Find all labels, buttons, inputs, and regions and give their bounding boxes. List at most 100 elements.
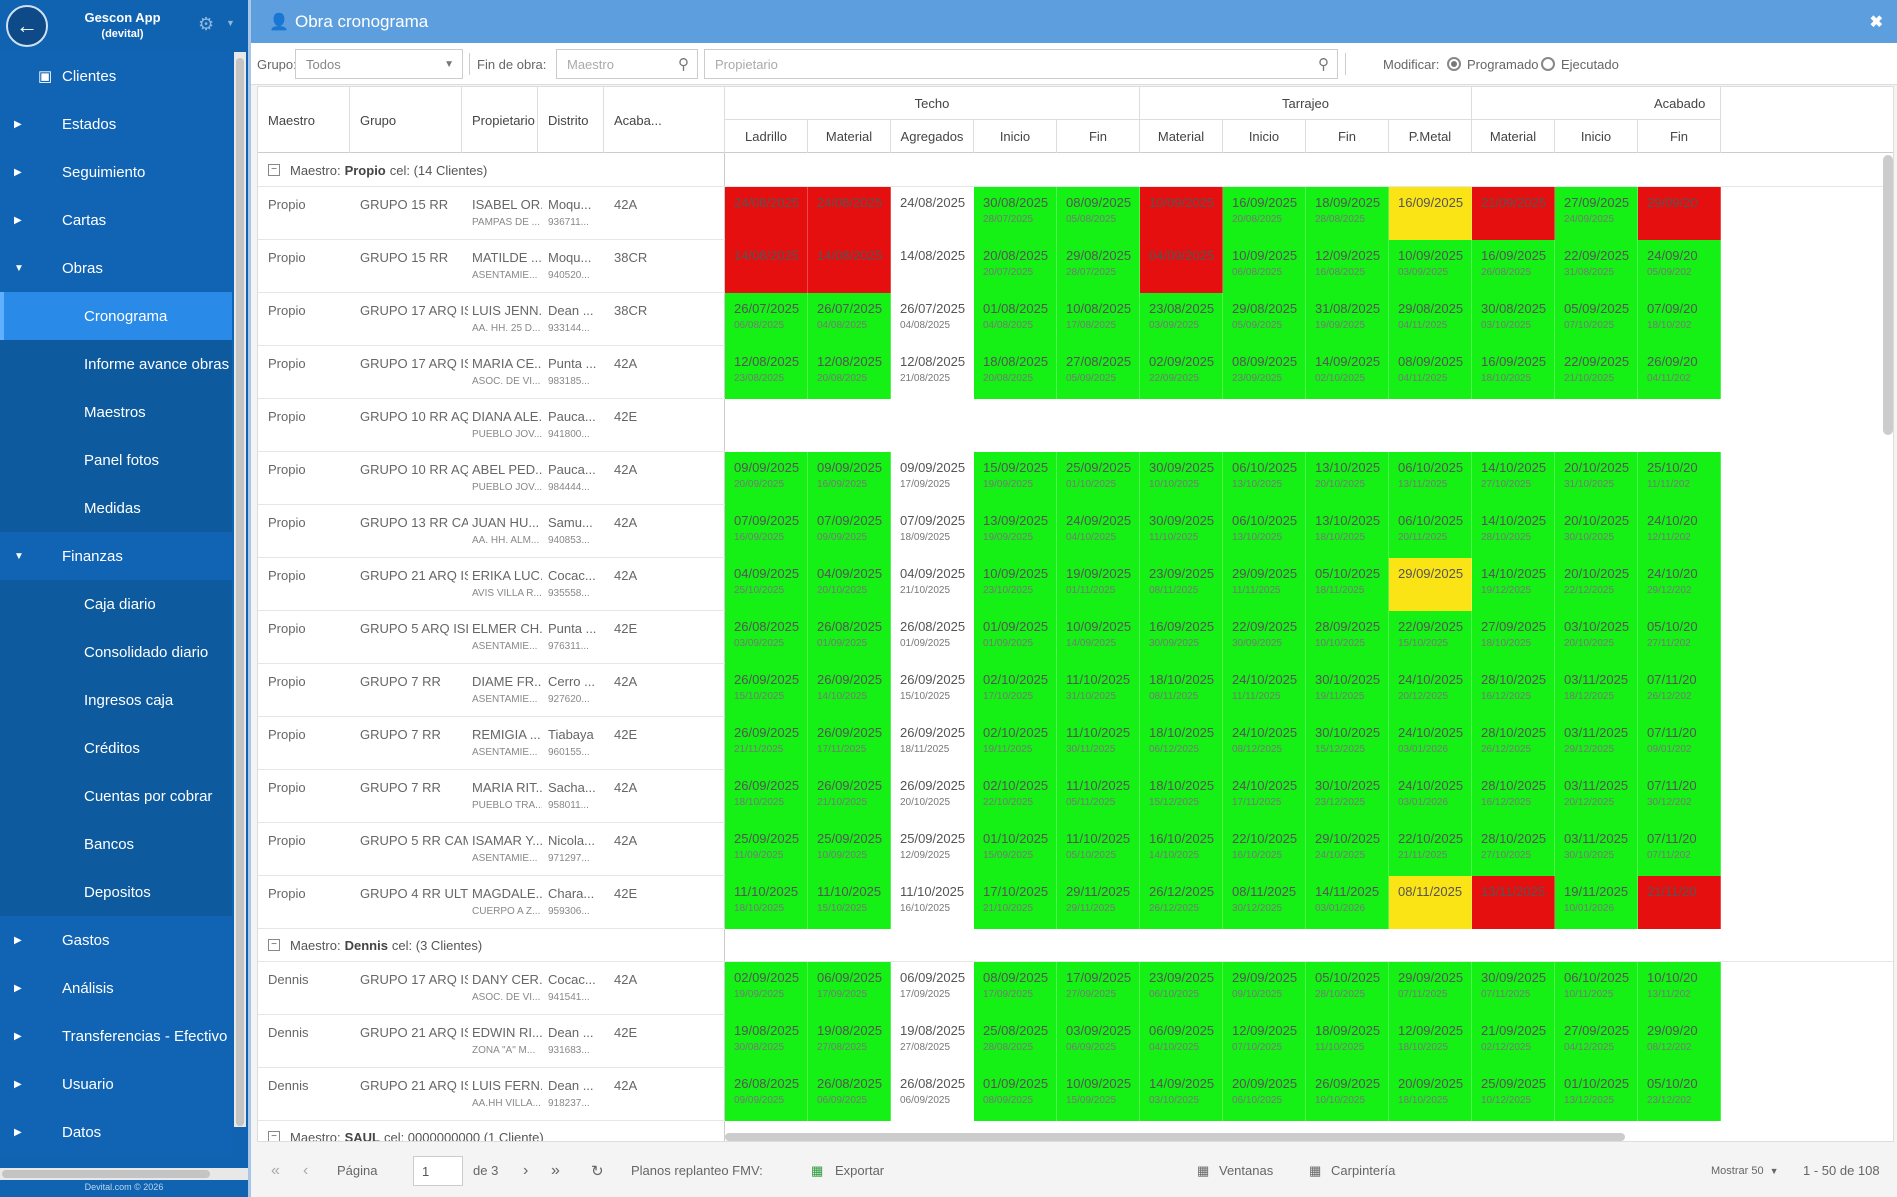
date-cell[interactable]: 03/11/2025 29/12/2025 [1555, 717, 1638, 770]
sidebar-item-gastos[interactable]: ▶ Gastos [0, 916, 232, 964]
date-cell[interactable]: 02/09/2025 19/09/2025 [725, 962, 808, 1015]
date-cell[interactable]: 05/09/2025 07/10/2025 [1555, 293, 1638, 346]
date-cell[interactable]: 29/08/2025 05/09/2025 [1223, 293, 1306, 346]
table-row[interactable]: Propio GRUPO 4 RR ULT MAGDALE... Chara... 42… [258, 876, 725, 929]
date-cell[interactable]: 24/10/2025 03/01/2026 [1389, 717, 1472, 770]
date-cell[interactable]: 24/10/2025 17/11/2025 [1223, 770, 1306, 823]
date-cell[interactable]: 12/09/2025 16/08/2025 [1306, 240, 1389, 293]
date-cell[interactable]: 10/08/2025 17/08/2025 [1057, 293, 1140, 346]
date-cell[interactable]: 13/10/2025 18/10/2025 [1306, 505, 1389, 558]
date-cell[interactable]: 10/09/2025 03/09/2025 [1389, 240, 1472, 293]
date-cell[interactable]: 13/10/2025 20/10/2025 [1306, 452, 1389, 505]
table-row[interactable]: Dennis GRUPO 17 ARQ ISL DANY CER... Cocac..… [258, 962, 725, 1015]
column-header[interactable]: Ladrillo [725, 120, 808, 153]
date-cell[interactable]: 10/09/2025 14/09/2025 [1057, 611, 1140, 664]
date-cell[interactable]: 26/09/20 04/11/202 [1638, 346, 1721, 399]
date-cell[interactable]: 30/10/2025 23/12/2025 [1306, 770, 1389, 823]
table-row[interactable]: Propio GRUPO 17 ARQ ISL MARIA CE... Punta .… [258, 346, 725, 399]
sidebar-item-informe-avance-obras[interactable]: Informe avance obras [0, 340, 232, 388]
date-cell[interactable]: 26/08/2025 01/09/2025 [891, 611, 974, 664]
exportar-button[interactable]: Exportar [835, 1163, 885, 1178]
date-cell[interactable]: 28/10/2025 26/12/2025 [1472, 717, 1555, 770]
date-cell[interactable]: 30/09/2025 11/10/2025 [1140, 505, 1223, 558]
search-icon[interactable]: ⚲ [1318, 56, 1329, 73]
date-cell[interactable]: 10/09/2025 15/09/2025 [1057, 1068, 1140, 1121]
date-cell[interactable]: 05/10/20 23/12/202 [1638, 1068, 1721, 1121]
gear-icon[interactable]: ⚙ [198, 14, 215, 34]
date-cell[interactable]: 21/09/2025 [1472, 187, 1555, 240]
first-page-icon[interactable]: « [271, 1161, 280, 1179]
date-cell[interactable]: 26/09/2025 10/10/2025 [1306, 1068, 1389, 1121]
date-cell[interactable]: 26/09/2025 18/11/2025 [891, 717, 974, 770]
date-cell[interactable]: 11/10/2025 31/10/2025 [1057, 664, 1140, 717]
date-cell[interactable]: 30/08/2025 03/10/2025 [1472, 293, 1555, 346]
date-cell[interactable]: 02/09/2025 22/09/2025 [1140, 346, 1223, 399]
date-cell[interactable]: 16/09/2025 30/09/2025 [1140, 611, 1223, 664]
table-row[interactable]: Propio GRUPO 5 RR CAM ISAMAR Y... Nicola...… [258, 823, 725, 876]
sidebar-item-panel-fotos[interactable]: Panel fotos [0, 436, 232, 484]
date-cell[interactable]: 18/09/2025 11/10/2025 [1306, 1015, 1389, 1068]
horizontal-scrollbar[interactable] [725, 1133, 1625, 1141]
sidebar-item-an-lisis[interactable]: ▶ Análisis [0, 964, 232, 1012]
collapse-icon[interactable]: − [268, 939, 280, 951]
date-cell[interactable]: 20/09/2025 06/10/2025 [1223, 1068, 1306, 1121]
date-cell[interactable]: 03/11/2025 18/12/2025 [1555, 664, 1638, 717]
date-cell[interactable]: 08/11/2025 30/12/2025 [1223, 876, 1306, 929]
search-icon[interactable]: ⚲ [678, 56, 689, 73]
date-cell[interactable]: 22/09/2025 30/09/2025 [1223, 611, 1306, 664]
sidebar-item-bancos[interactable]: Bancos [0, 820, 232, 868]
date-cell[interactable]: 24/10/2025 20/12/2025 [1389, 664, 1472, 717]
date-cell[interactable]: 25/09/2025 10/09/2025 [808, 823, 891, 876]
column-header[interactable]: Fin [1638, 120, 1721, 153]
date-cell[interactable]: 24/08/2025 [808, 187, 891, 240]
date-cell[interactable]: 11/10/2025 05/11/2025 [1057, 770, 1140, 823]
column-header[interactable]: Maestro [258, 87, 350, 153]
sidebar-item-ingresos-caja[interactable]: Ingresos caja [0, 676, 232, 724]
date-cell[interactable]: 29/08/2025 28/07/2025 [1057, 240, 1140, 293]
date-cell[interactable]: 18/10/2025 15/12/2025 [1140, 770, 1223, 823]
sidebar-item-cartas[interactable]: ▶ Cartas [0, 196, 232, 244]
sidebar-item-obras[interactable]: ▼ Obras [0, 244, 232, 292]
date-cell[interactable]: 01/09/2025 08/09/2025 [974, 1068, 1057, 1121]
back-button[interactable]: ← [6, 5, 48, 47]
date-cell[interactable]: 25/09/2025 01/10/2025 [1057, 452, 1140, 505]
date-cell[interactable]: 31/08/2025 19/09/2025 [1306, 293, 1389, 346]
date-cell[interactable]: 20/08/2025 20/07/2025 [974, 240, 1057, 293]
date-cell[interactable]: 19/11/2025 10/01/2026 [1555, 876, 1638, 929]
table-row[interactable]: Propio GRUPO 7 RR REMIGIA ... Tiabaya 42E ASE… [258, 717, 725, 770]
table-row[interactable]: Dennis GRUPO 21 ARQ ISL LUIS FERN... Dean .… [258, 1068, 725, 1121]
ejecutado-radio[interactable]: Ejecutado [1541, 43, 1619, 85]
date-cell[interactable]: 26/07/2025 04/08/2025 [891, 293, 974, 346]
column-header[interactable]: Acaba... [604, 87, 725, 153]
date-cell[interactable]: 26/08/2025 03/09/2025 [725, 611, 808, 664]
date-cell[interactable]: 26/09/2025 17/11/2025 [808, 717, 891, 770]
column-header[interactable]: Inicio [1555, 120, 1638, 153]
date-cell[interactable]: 19/08/2025 30/08/2025 [725, 1015, 808, 1068]
date-cell[interactable]: 03/10/2025 20/10/2025 [1555, 611, 1638, 664]
last-page-icon[interactable]: » [551, 1161, 560, 1179]
table-row[interactable]: Propio GRUPO 7 RR DIAME FR... Cerro ... 42A A… [258, 664, 725, 717]
date-cell[interactable]: 22/09/2025 21/10/2025 [1555, 346, 1638, 399]
date-cell[interactable]: 10/09/2025 23/10/2025 [974, 558, 1057, 611]
date-cell[interactable]: 08/09/2025 05/08/2025 [1057, 187, 1140, 240]
date-cell[interactable]: 25/09/2025 12/09/2025 [891, 823, 974, 876]
date-cell[interactable]: 16/09/2025 [1389, 187, 1472, 240]
date-cell[interactable]: 16/10/2025 14/10/2025 [1140, 823, 1223, 876]
date-cell[interactable]: 20/09/2025 18/10/2025 [1389, 1068, 1472, 1121]
date-cell[interactable]: 29/09/2025 11/11/2025 [1223, 558, 1306, 611]
date-cell[interactable]: 20/10/2025 31/10/2025 [1555, 452, 1638, 505]
sidebar-item-estados[interactable]: ▶ Estados [0, 100, 232, 148]
date-cell[interactable]: 07/11/20 07/11/202 [1638, 823, 1721, 876]
date-cell[interactable]: 26/07/2025 06/08/2025 [725, 293, 808, 346]
date-cell[interactable]: 06/09/2025 17/09/2025 [891, 962, 974, 1015]
date-cell[interactable]: 18/09/2025 28/08/2025 [1306, 187, 1389, 240]
date-cell[interactable]: 14/08/2025 [725, 240, 808, 293]
date-cell[interactable]: 04/09/2025 [1140, 240, 1223, 293]
date-cell[interactable]: 08/09/2025 17/09/2025 [974, 962, 1057, 1015]
date-cell[interactable]: 08/09/2025 04/11/2025 [1389, 346, 1472, 399]
date-cell[interactable]: 26/09/2025 21/10/2025 [808, 770, 891, 823]
date-cell[interactable]: 10/09/2025 06/08/2025 [1223, 240, 1306, 293]
date-cell[interactable]: 02/10/2025 22/10/2025 [974, 770, 1057, 823]
date-cell[interactable]: 29/09/2025 09/10/2025 [1223, 962, 1306, 1015]
date-cell[interactable]: 30/09/2025 07/11/2025 [1472, 962, 1555, 1015]
